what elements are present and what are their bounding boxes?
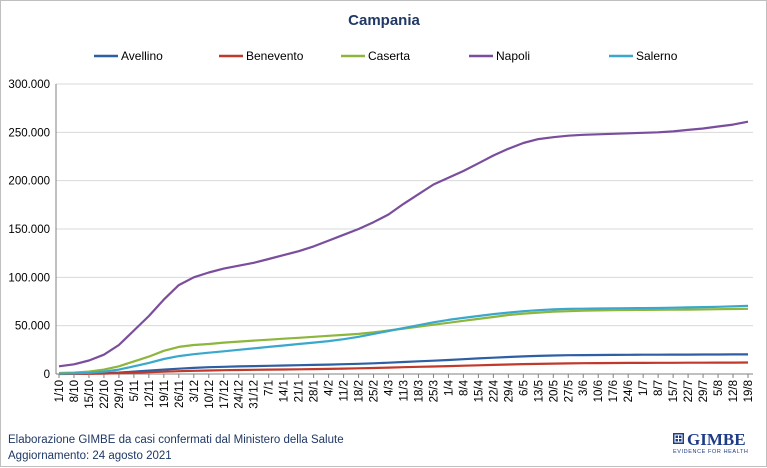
x-tick-label: 19/11 — [159, 380, 171, 408]
axes — [55, 84, 753, 375]
x-tick-label: 15/7 — [668, 380, 680, 402]
x-tick-label: 4/3 — [384, 380, 396, 396]
legend-label-benevento: Benevento — [246, 49, 304, 63]
x-tick-label: 17/6 — [608, 380, 620, 402]
y-tick-label: 200.000 — [8, 176, 50, 188]
logo-name: GIMBE — [687, 430, 746, 449]
series-line-salerno — [58, 304, 749, 375]
x-tick-label: 15/4 — [473, 379, 485, 402]
x-tick-label: 15/10 — [84, 380, 96, 409]
logo-tagline: EVIDENCE FOR HEALTH — [673, 449, 748, 455]
y-tick-label: 300.000 — [8, 79, 50, 91]
x-tick-label: 8/4 — [458, 379, 470, 396]
x-tick-label: 11/2 — [339, 380, 351, 402]
x-tick-label: 11/3 — [399, 380, 411, 402]
x-tick-label: 1/7 — [638, 380, 650, 396]
x-tick-label: 6/5 — [518, 380, 530, 396]
x-tick-label: 24/6 — [623, 380, 635, 402]
series-lines — [58, 120, 749, 376]
x-tick-label: 28/1 — [309, 380, 321, 402]
x-tick-label: 29/10 — [114, 380, 126, 409]
x-tick-label: 3/12 — [189, 380, 201, 402]
x-tick-label: 25/2 — [369, 380, 381, 402]
x-tick-label: 31/12 — [249, 380, 261, 409]
x-tick-label: 21/1 — [294, 380, 306, 402]
y-tick-label: 100.000 — [8, 272, 50, 284]
y-tick-label: 50.000 — [15, 321, 50, 333]
x-tick-label: 5/8 — [713, 380, 725, 396]
x-tick-label: 22/10 — [99, 380, 111, 409]
x-tick-label: 27/5 — [563, 380, 575, 402]
legend-label-avellino: Avellino — [121, 49, 163, 63]
y-axis-ticks: 0 50.000 100.000 150.000 200.000 250.000 300.0… — [8, 79, 50, 381]
x-tick-label: 12/11 — [144, 380, 156, 408]
footer-credit: Elaborazione GIMBE da casi confermati da… — [8, 434, 344, 446]
chart-title: Campania — [348, 12, 420, 29]
x-tick-label: 24/12 — [234, 380, 246, 409]
x-tick-label: 1/4 — [443, 379, 455, 396]
x-tick-label: 8/7 — [653, 380, 665, 396]
x-tick-label: 17/12 — [219, 380, 231, 409]
x-tick-label: 22/4 — [488, 379, 500, 402]
y-tick-label: 0 — [44, 369, 50, 381]
y-tick-label: 250.000 — [8, 127, 50, 139]
x-tick-label: 5/11 — [129, 380, 141, 402]
grid-lines — [56, 83, 753, 327]
x-tick-label: 3/6 — [578, 380, 590, 396]
x-tick-label: 18/2 — [354, 380, 366, 402]
series-line-benevento — [58, 361, 749, 376]
gimbe-logo: GIMBE EVIDENCE FOR HEALTH — [673, 430, 748, 455]
x-tick-label: 1/10 — [54, 380, 66, 402]
x-tick-label: 29/4 — [503, 379, 515, 402]
x-tick-label: 10/12 — [204, 380, 216, 409]
x-tick-label: 14/1 — [279, 380, 291, 402]
legend-label-salerno: Salerno — [636, 49, 678, 63]
x-tick-label: 25/3 — [428, 380, 440, 402]
x-tick-label: 8/10 — [69, 380, 81, 402]
x-tick-label: 18/3 — [413, 380, 425, 402]
series-line-avellino — [58, 353, 748, 375]
x-tick-label: 13/5 — [533, 380, 545, 402]
series-line-napoli — [58, 120, 749, 368]
legend: Avellino Benevento Caserta Napoli Salerno — [94, 49, 678, 63]
x-tick-label: 4/2 — [324, 380, 336, 396]
legend-label-caserta: Caserta — [368, 49, 410, 63]
x-tick-label: 10/6 — [593, 380, 605, 402]
x-tick-label: 26/11 — [174, 380, 186, 408]
x-tick-label: 12/8 — [728, 380, 740, 402]
x-tick-label: 22/7 — [683, 380, 695, 402]
footer-updated: Aggiornamento: 24 agosto 2021 — [8, 450, 172, 462]
x-axis-ticks: 1/10 8/10 15/10 22/10 29/10 5/11 12/11 19/11 26/… — [54, 374, 755, 409]
x-tick-label: 7/1 — [264, 380, 276, 396]
x-tick-label: 20/5 — [548, 380, 560, 402]
x-tick-label: 29/7 — [698, 380, 710, 402]
y-tick-label: 150.000 — [8, 224, 50, 236]
x-tick-label: 19/8 — [743, 380, 755, 402]
legend-label-napoli: Napoli — [496, 49, 530, 63]
